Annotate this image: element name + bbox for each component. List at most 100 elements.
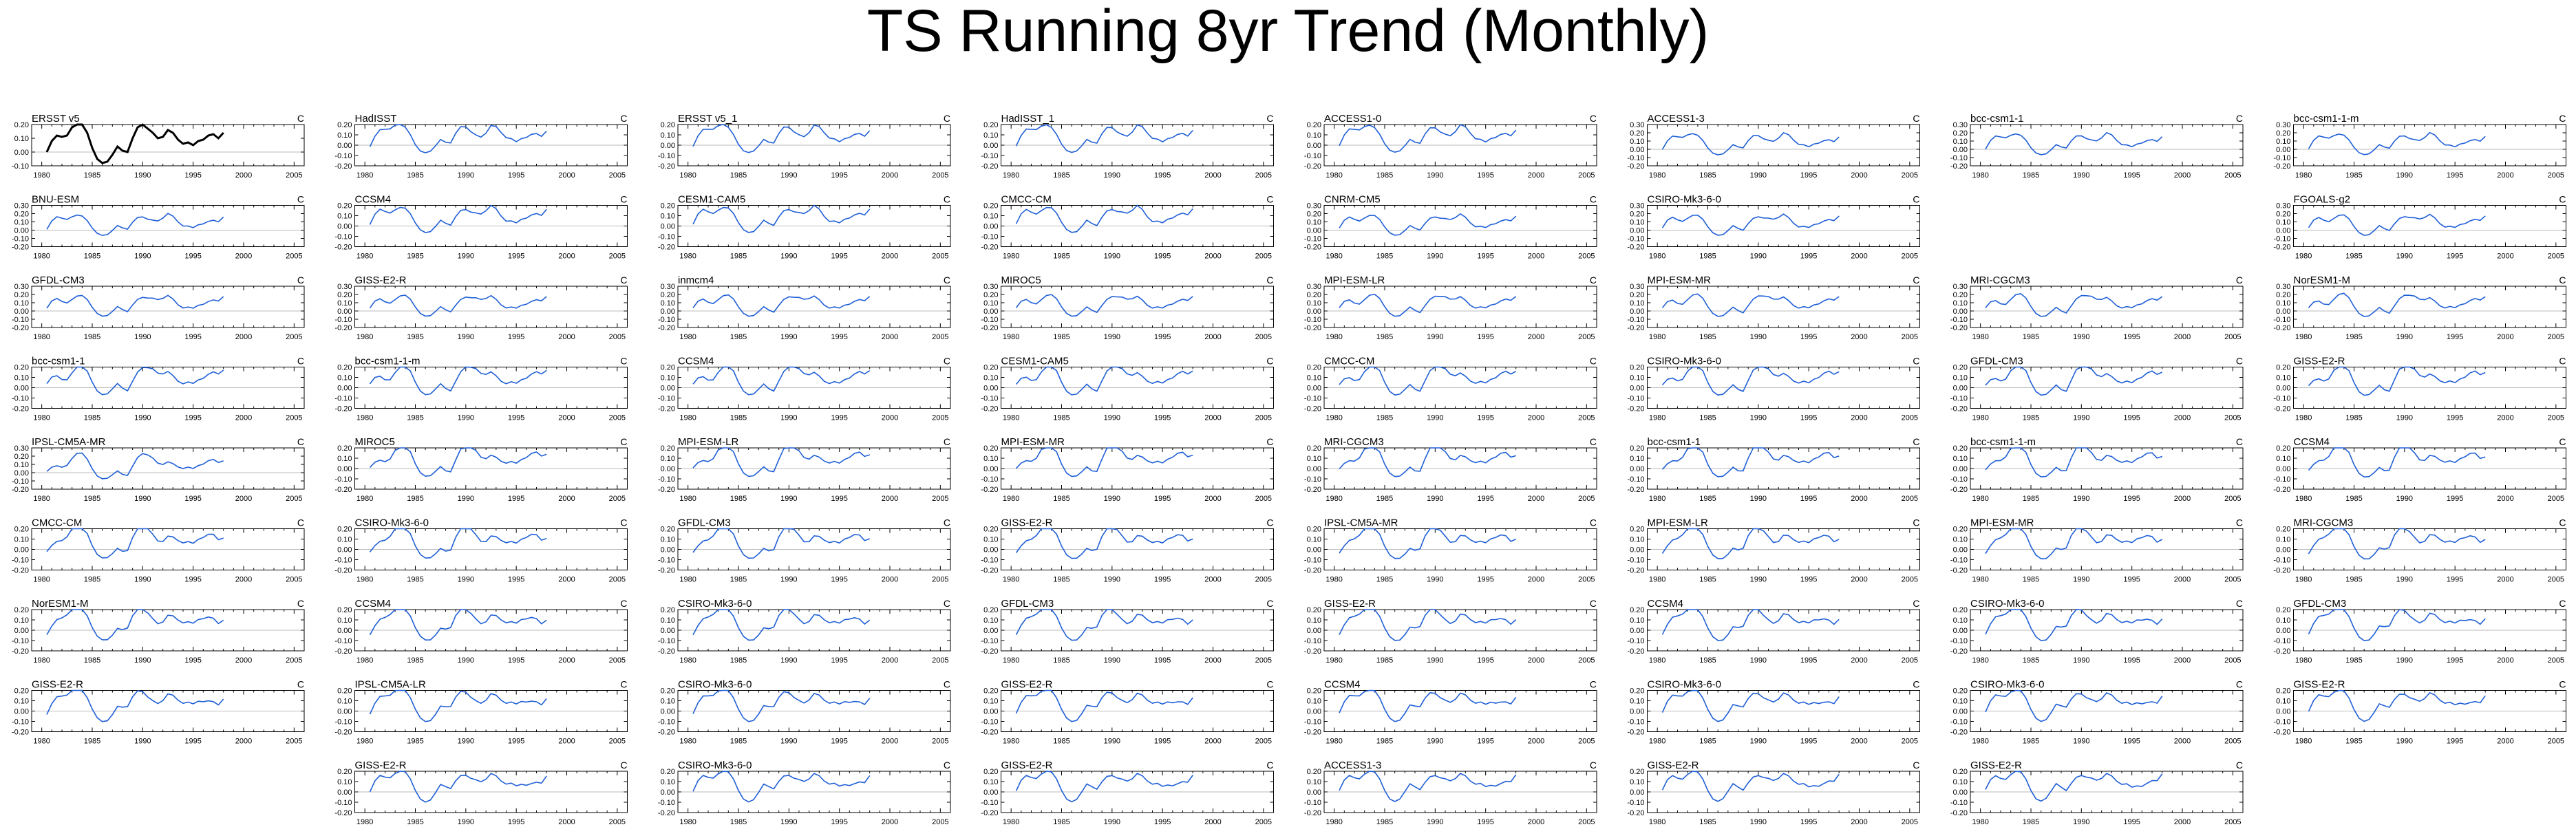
y-tick-label: -0.10 [1304, 395, 1321, 403]
y-tick-label: -0.10 [334, 152, 352, 160]
series-line [369, 366, 547, 396]
panel-title: CSIRO-Mk3-6-0 [1648, 356, 1722, 367]
panel-title: inmcm4 [678, 275, 714, 286]
y-tick-label: 0.20 [14, 291, 29, 299]
y-tick-label: 0.00 [1953, 546, 1968, 555]
y-tick-label: 0.20 [1630, 291, 1644, 299]
panel-37: bcc-csm1-1-m C -0.20 -0.10 0.00 0.10 0.20 1980 1… [1950, 436, 2244, 503]
panel-units: C [2236, 517, 2243, 528]
series-line [369, 204, 547, 233]
x-tick-label: 1990 [780, 333, 797, 341]
y-tick-label: 0.00 [1307, 627, 1321, 635]
panel-35: MRI-CGCM3 C -0.20 -0.10 0.00 0.10 0.20 1980 1985… [1304, 436, 1597, 503]
y-tick-label: 0.20 [983, 291, 998, 299]
x-tick-label: 2000 [2497, 576, 2513, 584]
y-tick-label: 0.10 [1630, 455, 1644, 463]
y-tick-label: 0.30 [1630, 283, 1644, 291]
x-tick-label: 1985 [1053, 576, 1069, 584]
x-tick-label: 1995 [184, 253, 201, 261]
x-tick-label: 1985 [1376, 333, 1393, 341]
panel-frame [1970, 286, 2244, 328]
x-tick-label: 1990 [2396, 495, 2413, 503]
y-tick-label: 0.30 [983, 283, 998, 291]
y-tick-label: 0.10 [661, 616, 675, 625]
panel-0: ERSST v5 C -0.10 0.00 0.10 0.20 1980 1985 1990 19… [12, 113, 305, 180]
x-tick-label: 2000 [2497, 414, 2513, 422]
x-tick-label: 1980 [1326, 333, 1342, 341]
y-tick-label: 0.00 [2276, 308, 2290, 316]
x-tick-label: 2005 [286, 414, 302, 422]
x-tick-label: 2005 [609, 414, 626, 422]
x-tick-label: 1980 [1649, 171, 1665, 180]
x-tick-label: 2005 [1578, 414, 1595, 422]
x-tick-label: 1995 [2447, 171, 2463, 180]
series-line [1339, 447, 1516, 477]
x-tick-label: 1985 [407, 738, 423, 746]
x-tick-label: 1980 [679, 171, 696, 180]
y-tick-label: 0.00 [2276, 146, 2290, 154]
x-tick-label: 2000 [1851, 656, 1867, 665]
y-tick-label: 0.20 [14, 121, 29, 129]
x-tick-label: 1980 [33, 738, 50, 746]
x-tick-label: 1990 [1104, 171, 1120, 180]
y-tick-label: -0.20 [12, 405, 29, 413]
series-line [1015, 528, 1193, 559]
x-tick-label: 1980 [679, 656, 696, 665]
y-tick-label: 0.00 [1307, 227, 1321, 235]
panel-24: bcc-csm1-1-m C -0.20 -0.10 0.00 0.10 0.20 1980 1… [334, 356, 628, 422]
y-tick-label: 0.00 [2276, 627, 2290, 635]
y-tick-label: -0.20 [2273, 647, 2290, 656]
y-tick-label: 0.20 [337, 606, 352, 614]
panel-5: ACCESS1-3 C -0.20-0.100.000.100.200.30 1980… [1627, 113, 1920, 180]
y-tick-label: -0.20 [1950, 647, 1968, 656]
panel-frame [31, 124, 305, 166]
series-line [46, 213, 224, 236]
x-tick-label: 1995 [831, 656, 847, 665]
y-tick-label: -0.20 [658, 647, 675, 656]
y-tick-label: 0.00 [661, 223, 675, 231]
panel-title: IPSL-CM5A-MR [32, 436, 106, 448]
x-tick-label: 1985 [1053, 414, 1069, 422]
y-tick-label: -0.10 [2273, 235, 2290, 244]
x-tick-label: 1980 [679, 333, 696, 341]
series-line [1015, 447, 1193, 477]
panel-title: CSIRO-Mk3-6-0 [1648, 194, 1722, 206]
y-tick-label: 0.10 [983, 536, 998, 544]
x-tick-label: 2000 [1204, 253, 1221, 261]
x-tick-label: 2005 [1255, 171, 1272, 180]
series-line [1985, 609, 2163, 641]
y-tick-label: -0.10 [1950, 395, 1968, 403]
y-tick-label: -0.20 [2273, 405, 2290, 413]
x-tick-label: 1995 [1477, 495, 1493, 503]
x-tick-label: 1980 [2295, 171, 2312, 180]
x-tick-label: 2005 [1255, 333, 1272, 341]
y-tick-label: 0.30 [1953, 121, 1968, 129]
y-tick-label: -0.10 [2273, 316, 2290, 324]
panel-units: C [620, 113, 627, 124]
y-tick-label: -0.20 [981, 647, 998, 656]
x-tick-label: 1995 [1154, 253, 1171, 261]
y-tick-label: -0.10 [1304, 316, 1321, 324]
x-tick-label: 1980 [33, 656, 50, 665]
y-tick-label: -0.10 [1950, 154, 1968, 162]
x-tick-label: 2005 [1902, 414, 1918, 422]
x-tick-label: 2005 [2224, 171, 2241, 180]
panel-units: C [2236, 113, 2243, 124]
x-tick-label: 1990 [1104, 495, 1120, 503]
x-tick-label: 2005 [286, 495, 302, 503]
y-tick-label: -0.20 [1627, 405, 1644, 413]
y-tick-label: -0.20 [981, 729, 998, 737]
y-tick-label: -0.10 [1627, 395, 1644, 403]
x-tick-label: 1990 [1104, 738, 1120, 746]
y-tick-label: 0.20 [983, 606, 998, 614]
x-tick-label: 1980 [2295, 495, 2312, 503]
x-tick-label: 2000 [2497, 333, 2513, 341]
y-tick-label: -0.10 [1627, 154, 1644, 162]
series-line [46, 294, 224, 317]
x-tick-label: 1995 [2123, 656, 2140, 665]
x-tick-label: 1995 [1477, 253, 1493, 261]
x-tick-label: 1980 [1649, 576, 1665, 584]
series-line [46, 528, 224, 559]
x-tick-label: 2005 [932, 414, 948, 422]
x-tick-label: 1990 [1750, 576, 1767, 584]
